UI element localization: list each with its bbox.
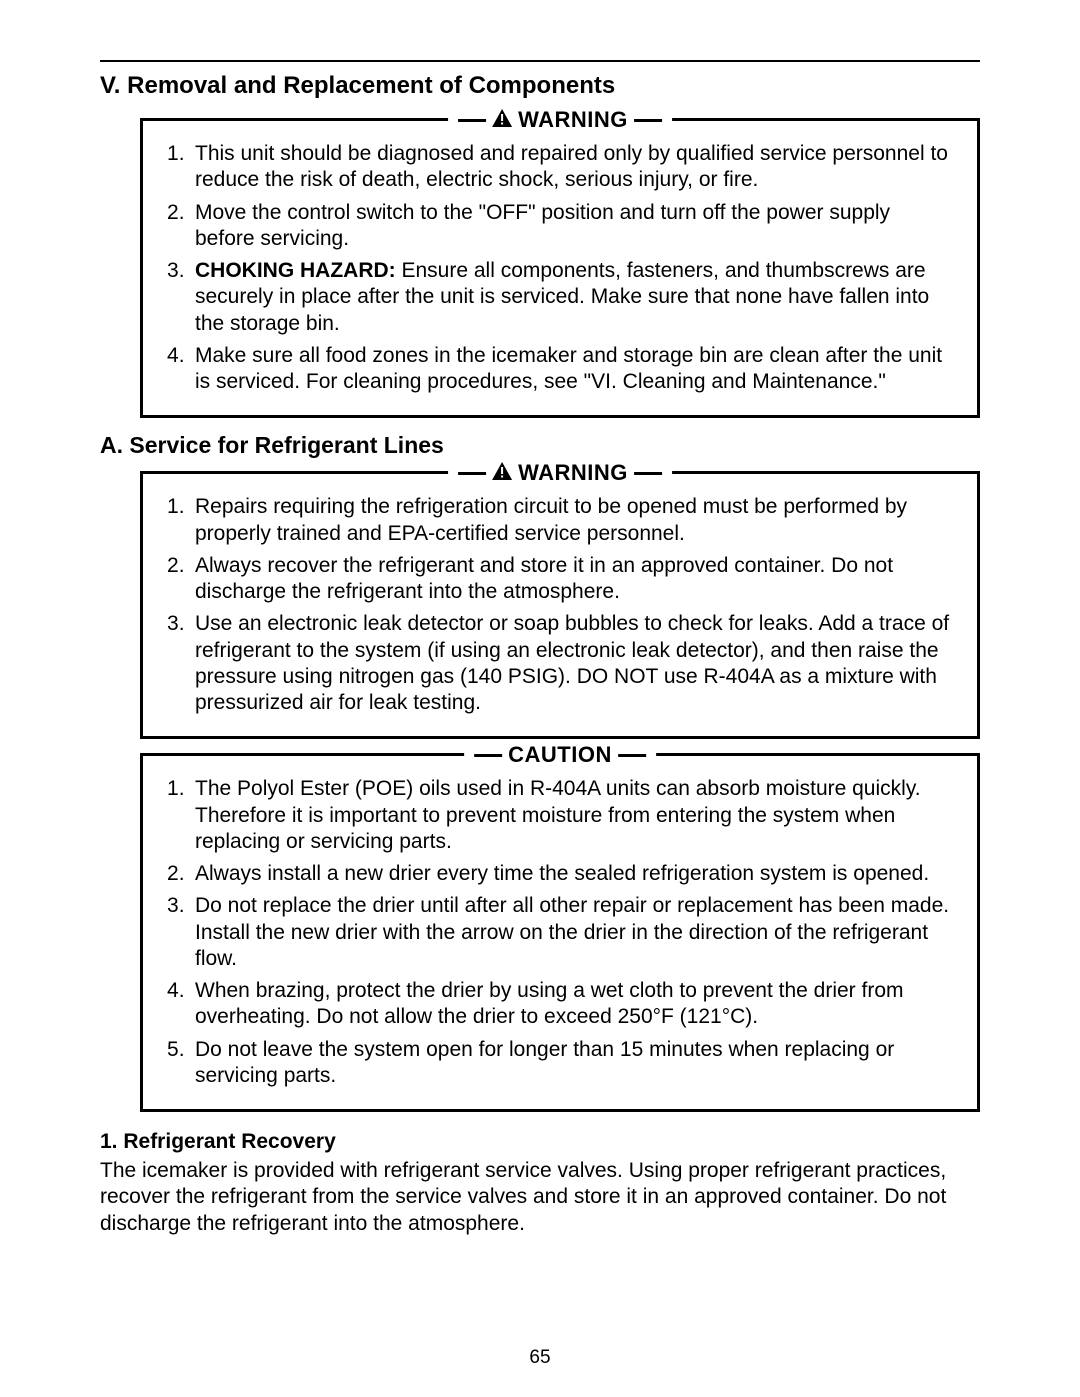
page-number: 65 — [529, 1347, 550, 1369]
list-item-text: Do not leave the system open for longer … — [195, 1038, 894, 1087]
sub-heading: 1. Refrigerant Recovery — [100, 1130, 980, 1154]
list-item-text: Always install a new drier every time th… — [195, 862, 929, 885]
list-item: Move the control switch to the "OFF" pos… — [167, 200, 953, 253]
warning-1-list: This unit should be diagnosed and repair… — [167, 141, 953, 395]
list-item: CHOKING HAZARD: Ensure all components, f… — [167, 258, 953, 337]
list-item-text: When brazing, protect the drier by using… — [195, 979, 904, 1028]
warning-box-2: WARNING Repairs requiring the refrigerat… — [140, 471, 980, 739]
list-item: Make sure all food zones in the icemaker… — [167, 343, 953, 396]
title-dash-left — [458, 472, 486, 475]
list-item: Always install a new drier every time th… — [167, 861, 953, 887]
list-item-text: Always recover the refrigerant and store… — [195, 554, 893, 603]
list-item-text: Use an electronic leak detector or soap … — [195, 612, 949, 714]
warning-icon — [492, 460, 512, 486]
list-item-text: Make sure all food zones in the icemaker… — [195, 344, 942, 393]
warning-2-list: Repairs requiring the refrigeration circ… — [167, 494, 953, 716]
document-page: V. Removal and Replacement of Components… — [0, 0, 1080, 1397]
title-dash-right — [618, 754, 646, 757]
list-item: Use an electronic leak detector or soap … — [167, 611, 953, 716]
list-item-text: This unit should be diagnosed and repair… — [195, 142, 948, 191]
title-dash-left — [458, 119, 486, 122]
caution-box: CAUTION The Polyol Ester (POE) oils used… — [140, 753, 980, 1112]
list-item-text: The Polyol Ester (POE) oils used in R-40… — [195, 777, 921, 853]
warning-box-1: WARNING This unit should be diagnosed an… — [140, 118, 980, 418]
caution-label: CAUTION — [508, 742, 612, 768]
list-item: Do not leave the system open for longer … — [167, 1037, 953, 1090]
subsection-title: A. Service for Refrigerant Lines — [100, 432, 980, 459]
body-paragraph: The icemaker is provided with refrigeran… — [100, 1158, 980, 1237]
warning-box-2-title: WARNING — [448, 460, 672, 486]
list-item: Repairs requiring the refrigeration circ… — [167, 494, 953, 547]
title-dash-right — [634, 119, 662, 122]
list-item: Do not replace the drier until after all… — [167, 893, 953, 972]
list-item: When brazing, protect the drier by using… — [167, 978, 953, 1031]
caution-box-title: CAUTION — [464, 742, 656, 768]
list-item-text: Repairs requiring the refrigeration circ… — [195, 495, 907, 544]
top-rule — [100, 60, 980, 62]
list-item: This unit should be diagnosed and repair… — [167, 141, 953, 194]
section-title: V. Removal and Replacement of Components — [100, 72, 980, 100]
list-item-text: Move the control switch to the "OFF" pos… — [195, 201, 890, 250]
list-item: Always recover the refrigerant and store… — [167, 553, 953, 606]
list-item-text: Do not replace the drier until after all… — [195, 894, 949, 970]
list-item-lead: CHOKING HAZARD: — [195, 259, 396, 282]
warning-icon — [492, 107, 512, 133]
warning-label: WARNING — [518, 107, 628, 133]
warning-box-1-title: WARNING — [448, 107, 672, 133]
list-item: The Polyol Ester (POE) oils used in R-40… — [167, 776, 953, 855]
title-dash-right — [634, 472, 662, 475]
warning-label: WARNING — [518, 460, 628, 486]
title-dash-left — [474, 754, 502, 757]
caution-list: The Polyol Ester (POE) oils used in R-40… — [167, 776, 953, 1089]
